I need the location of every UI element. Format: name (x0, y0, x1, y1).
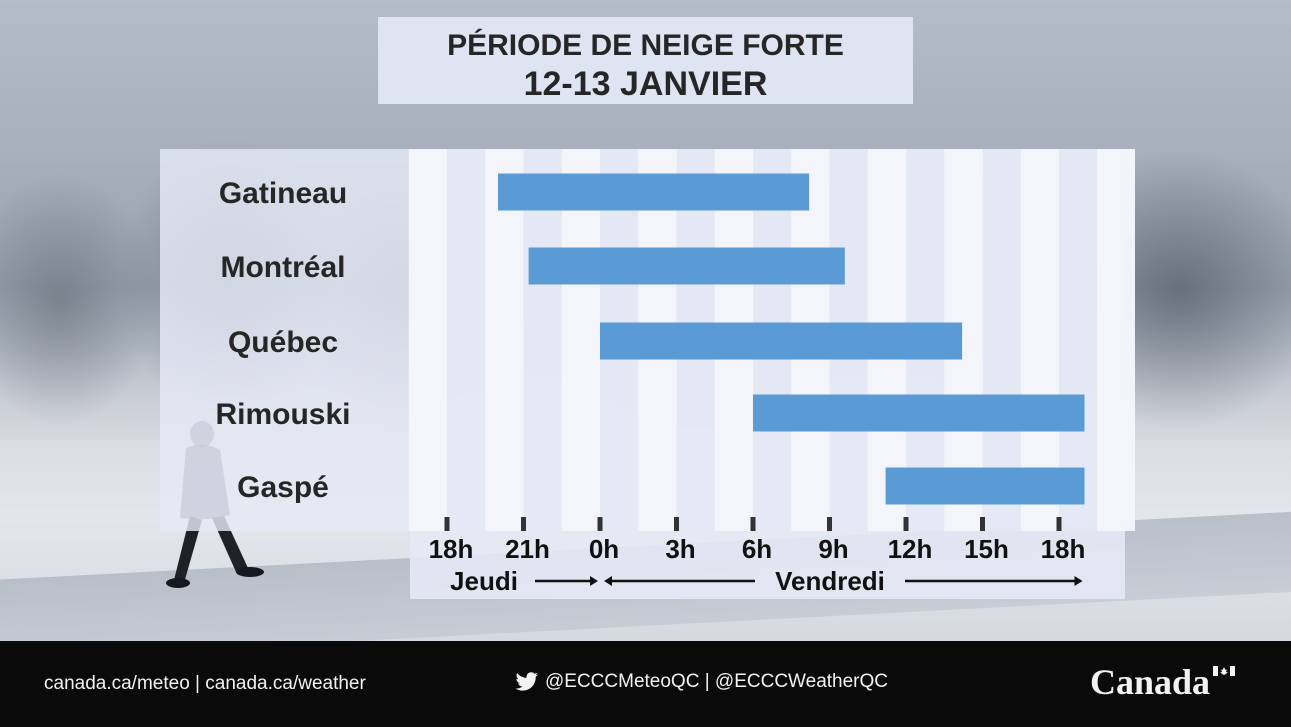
snow-bar (885, 467, 1085, 505)
x-tick-label: 18h (429, 534, 474, 564)
grid-stripe (408, 149, 447, 531)
x-tick (597, 517, 603, 531)
grid-stripe (561, 149, 600, 531)
x-tick-label: 3h (665, 534, 695, 564)
title-box: PÉRIODE DE NEIGE FORTE 12-13 JANVIER (378, 17, 913, 104)
snow-bar (753, 394, 1085, 432)
x-tick-label: 15h (964, 534, 1009, 564)
day-label-vendredi: Vendredi (775, 566, 885, 596)
x-tick-label: 6h (742, 534, 772, 564)
x-tick (521, 517, 526, 531)
x-tick (750, 517, 756, 531)
snow-bar (528, 247, 845, 285)
category-label: Rimouski (215, 398, 350, 431)
chart-panel: Gatineau Montréal Québec Rimouski Gaspé 18h 21… (160, 149, 1135, 599)
grid-stripe (1097, 149, 1135, 531)
x-tick (1056, 517, 1062, 531)
x-tick (674, 517, 679, 531)
x-tick (980, 517, 985, 531)
category-label: Québec (228, 326, 338, 359)
grid-stripe (1020, 149, 1059, 531)
category-label: Montréal (220, 251, 345, 284)
canada-flag-icon (1213, 666, 1236, 676)
footer-social-handles: @ECCCMeteoQC | @ECCCWeatherQC (545, 671, 889, 692)
x-tick-label: 21h (505, 534, 550, 564)
day-label-jeudi: Jeudi (450, 566, 518, 596)
footer-links[interactable]: canada.ca/meteo | canada.ca/weather (44, 673, 366, 694)
x-tick (903, 517, 909, 531)
x-tick (827, 517, 832, 531)
footer-bar: canada.ca/meteo | canada.ca/weather @ECC… (0, 641, 1291, 727)
plot-area (410, 149, 1125, 599)
snow-bar (600, 322, 963, 360)
x-tick-label: 0h (589, 534, 619, 564)
x-tick-label: 18h (1041, 534, 1086, 564)
day-arrowhead-jeudi (590, 576, 598, 586)
chart-title: PÉRIODE DE NEIGE FORTE (447, 29, 844, 62)
grid-stripe (485, 149, 524, 531)
footer-social[interactable]: @ECCCMeteoQC | @ECCCWeatherQC (515, 671, 888, 693)
category-label: Gaspé (237, 471, 329, 504)
x-tick (444, 517, 450, 531)
twitter-bird-icon (515, 672, 538, 691)
snow-bar (498, 173, 810, 211)
gantt-chart: Gatineau Montréal Québec Rimouski Gaspé 18h 21… (215, 149, 1135, 599)
day-arrowhead-vendredi-right (1074, 576, 1083, 586)
x-tick-label: 9h (818, 534, 848, 564)
canada-wordmark: Canada (1090, 661, 1236, 703)
category-label: Gatineau (219, 177, 347, 210)
canada-wordmark-text: Canada (1090, 662, 1211, 702)
chart-subtitle-dates: 12-13 JANVIER (523, 65, 768, 103)
x-tick-label: 12h (888, 534, 933, 564)
